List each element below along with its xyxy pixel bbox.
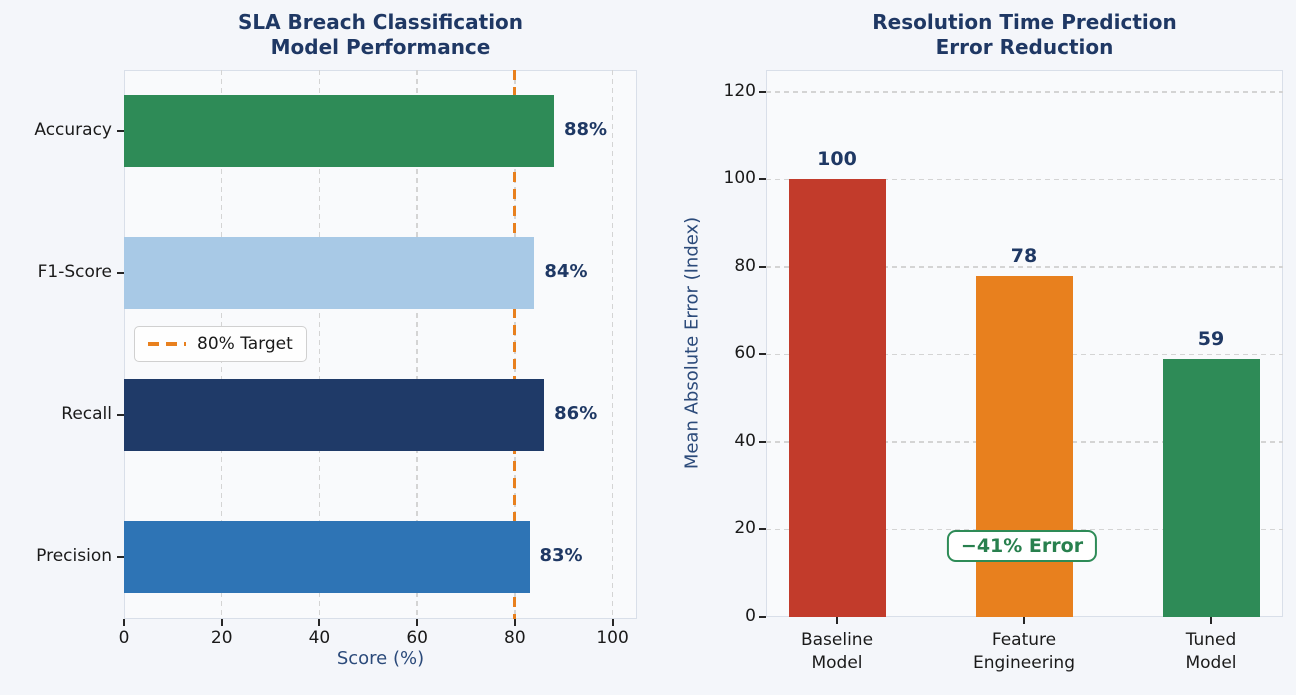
value-label-precision: 83% [539,545,583,566]
target-legend: 80% Target [134,326,307,362]
ytick-label-20: 20 [734,518,756,539]
value-label-feature-engineering: 78 [1010,244,1038,267]
xtick-label-40: 40 [308,628,331,648]
value-label-recall: 86% [554,403,598,424]
ytick-mark-precision [117,556,124,558]
bar-accuracy [124,95,554,167]
xtick-label-60: 60 [406,628,428,648]
dashed-line-swatch [148,342,186,346]
xtick-mark-feature-engineering [1023,617,1025,624]
ytick-mark-100 [759,178,766,181]
ytick-mark-60 [759,353,766,356]
ytick-mark-40 [759,440,766,443]
ytick-mark-accuracy [117,130,124,132]
xtick-label-baseline-model: Baseline Model [800,630,874,673]
ytick-mark-120 [759,90,766,93]
gridline-y-120 [766,91,1283,93]
value-label-f1-score: 84% [544,261,588,282]
value-label-baseline-model: 100 [817,148,857,171]
xtick-mark-100 [611,619,614,626]
xtick-mark-80 [513,619,516,626]
gridline-y-100 [766,178,1283,181]
ytick-label-0: 0 [745,606,756,626]
target-legend-label: 80% Target [197,334,293,354]
bar-baseline-model [788,179,886,617]
ytick-label-accuracy: Accuracy [34,120,112,140]
xtick-label-0: 0 [118,628,130,648]
bar-precision [124,521,530,593]
bar-feature-engineering [975,275,1073,617]
xtick-label-100: 100 [596,628,629,648]
xtick-mark-20 [220,619,223,626]
bar-recall [124,379,545,451]
xtick-label-feature-engineering: Feature Engineering [973,630,1075,673]
error-reduction-annotation: −41% Error [946,530,1098,562]
ytick-mark-80 [759,265,766,268]
sla-xaxis-label: Score (%) [336,648,425,669]
ytick-mark-f1-score [117,272,124,274]
ytick-label-recall: Recall [61,404,112,424]
ytick-label-f1-score: F1-Score [37,262,112,282]
error-yaxis-label: Mean Absolute Error (Index) [681,216,703,470]
value-label-tuned-model: 59 [1197,327,1225,350]
error-chart-title: Resolution Time Prediction Error Reducti… [872,10,1177,59]
sla-chart-title: SLA Breach Classification Model Performa… [237,10,524,59]
ytick-label-80: 80 [734,255,756,276]
gridline-y-80 [766,266,1283,268]
ytick-mark-recall [117,414,124,416]
target-line-80 [513,70,517,619]
xtick-mark-60 [416,619,419,626]
ytick-label-40: 40 [734,430,756,451]
gridline-x-40 [318,70,321,619]
xtick-mark-baseline-model [836,617,838,624]
xtick-mark-40 [318,619,321,626]
gridline-x-60 [416,70,418,619]
xtick-label-20: 20 [210,628,233,648]
ytick-mark-0 [759,616,766,618]
ytick-label-precision: Precision [36,546,112,566]
gridline-x-100 [611,70,614,619]
ytick-label-60: 60 [734,343,756,364]
xtick-label-tuned-model: Tuned Model [1185,630,1237,673]
value-label-accuracy: 88% [563,119,608,140]
xtick-mark-0 [123,619,125,626]
xtick-label-80: 80 [504,628,526,648]
ytick-mark-20 [759,528,766,531]
ytick-label-120: 120 [723,80,756,101]
bar-f1-score [124,237,535,309]
ytick-label-100: 100 [723,168,756,189]
xtick-mark-tuned-model [1210,617,1212,624]
bar-tuned-model [1162,358,1260,617]
